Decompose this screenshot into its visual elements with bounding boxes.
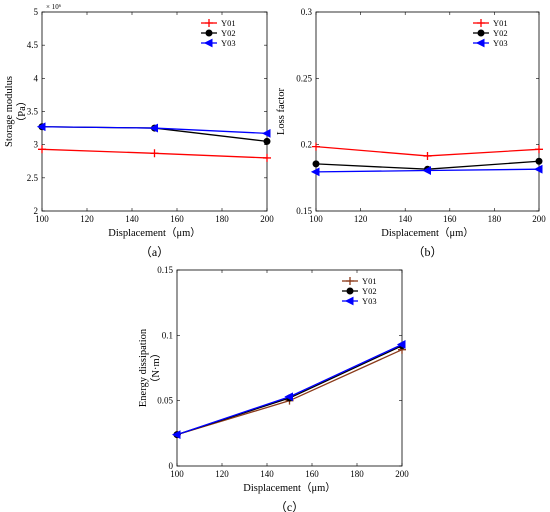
x-axis-label: Displacement（μm） xyxy=(381,227,474,239)
x-tick-label: 180 xyxy=(350,469,364,479)
legend-marker xyxy=(205,19,213,27)
x-axis-label: Displacement（μm） xyxy=(243,482,336,494)
y-tick-label: 4 xyxy=(34,73,39,83)
legend-entry: Y01 xyxy=(221,18,236,28)
data-point-Y03 xyxy=(396,340,406,349)
x-tick-label: 120 xyxy=(354,214,368,224)
legend-entry: Y02 xyxy=(221,28,236,38)
x-tick-label: 100 xyxy=(309,214,323,224)
data-point-Y03 xyxy=(149,123,158,133)
legend-marker xyxy=(346,287,354,295)
y-tick-label: 0 xyxy=(169,461,174,471)
data-point-Y01 xyxy=(38,145,46,154)
legend-marker xyxy=(477,19,485,27)
legend-entry: Y01 xyxy=(362,276,377,286)
y-axis-unit: （N·m） xyxy=(150,348,162,388)
x-tick-label: 100 xyxy=(170,469,184,479)
y-tick-label: 0.15 xyxy=(296,206,312,216)
legend-entry: Y02 xyxy=(362,286,377,296)
data-point-Y03 xyxy=(422,166,431,175)
x-tick-label: 160 xyxy=(170,214,184,224)
legend-marker xyxy=(477,29,485,37)
data-point-Y03 xyxy=(171,430,181,440)
data-point-Y03 xyxy=(533,164,543,174)
y-tick-label: 0.2 xyxy=(301,140,312,150)
legend-marker xyxy=(475,38,485,48)
x-tick-label: 140 xyxy=(398,214,412,224)
y-tick-label: 0.05 xyxy=(157,396,173,406)
y-tick-label: 3.5 xyxy=(27,107,39,117)
plot-frame xyxy=(176,269,403,467)
y-axis-label: Loss factor xyxy=(276,88,287,135)
y-tick-label: 0.1 xyxy=(162,330,173,340)
data-point-Y02 xyxy=(312,160,320,168)
y-tick-label: 5 xyxy=(34,7,39,17)
legend-entry: Y03 xyxy=(362,296,377,306)
data-point-Y01 xyxy=(150,149,159,158)
legend-entry: Y03 xyxy=(221,38,236,48)
data-point-Y02 xyxy=(535,157,543,165)
y-tick-label: 0.3 xyxy=(301,7,313,17)
data-point-Y01 xyxy=(423,151,432,160)
legend-entry: Y02 xyxy=(493,28,508,38)
x-tick-label: 160 xyxy=(305,469,319,479)
plot-frame xyxy=(41,11,268,212)
y-axis-unit: （Pa） xyxy=(16,96,28,128)
x-tick-label: 100 xyxy=(35,214,49,224)
y-axis-label: Energy dissipation xyxy=(138,328,149,407)
panel-caption: （b） xyxy=(412,245,442,259)
data-point-Y03 xyxy=(284,392,293,402)
data-point-Y01 xyxy=(312,142,320,151)
x-tick-label: 160 xyxy=(443,214,457,224)
panel-caption: （c） xyxy=(275,500,304,512)
x-axis-label: Displacement（μm） xyxy=(108,227,201,239)
chart-panel-0: 100 120 140 160 180 200 2 2.5 3 3.5 4 4.5 5 × 10⁶ Disp… xyxy=(4,3,274,259)
legend-marker xyxy=(344,296,354,306)
data-point-Y01 xyxy=(535,145,543,154)
chart-panel-1: 100 120 140 160 180 200 0.15 0.2 0.25 0.3 Displace… xyxy=(276,7,546,259)
chart-panel-2: 100 120 140 160 180 200 0 0.05 0.1 0.15 Displaceme… xyxy=(138,265,409,512)
data-point-Y03 xyxy=(36,122,46,132)
y-tick-label: 0.15 xyxy=(157,265,173,275)
y-axis-label: Storage modulus xyxy=(4,76,15,147)
legend-entry: Y03 xyxy=(493,38,508,48)
data-point-Y02 xyxy=(263,137,271,145)
y-tick-label: 3 xyxy=(34,140,39,150)
y-tick-label: 2.5 xyxy=(27,173,39,183)
panel-caption: （a） xyxy=(140,245,169,259)
x-tick-label: 120 xyxy=(80,214,94,224)
y-tick-label: 0.25 xyxy=(296,73,312,83)
x-tick-label: 200 xyxy=(532,214,546,224)
x-tick-label: 200 xyxy=(395,469,409,479)
data-point-Y03 xyxy=(261,128,271,138)
y-tick-label: 4.5 xyxy=(27,40,39,50)
legend-marker xyxy=(203,38,213,48)
x-tick-label: 200 xyxy=(260,214,274,224)
x-tick-label: 140 xyxy=(260,469,274,479)
y-tick-label: 2 xyxy=(34,206,39,216)
x-tick-label: 140 xyxy=(125,214,139,224)
legend-entry: Y01 xyxy=(493,18,508,28)
legend-marker xyxy=(205,29,213,37)
x-tick-label: 180 xyxy=(488,214,502,224)
x-tick-label: 120 xyxy=(215,469,229,479)
legend-marker xyxy=(346,277,354,285)
plot-frame xyxy=(315,11,540,212)
y-axis-exponent: × 10⁶ xyxy=(46,3,62,11)
data-point-Y01 xyxy=(263,153,271,162)
data-point-Y03 xyxy=(310,167,320,177)
x-tick-label: 180 xyxy=(215,214,229,224)
